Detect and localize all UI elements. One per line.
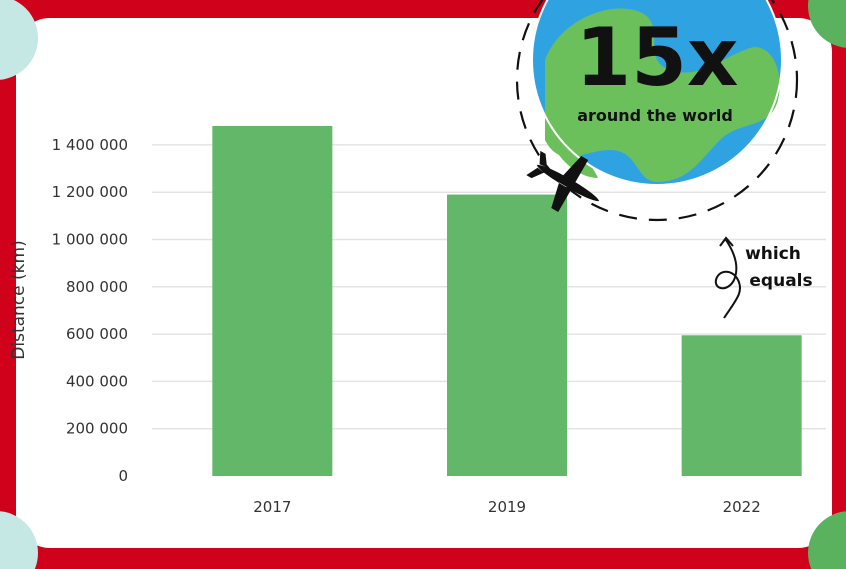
y-tick-label: 0 (118, 467, 128, 485)
globe-callout: 15x around the world (515, 0, 799, 222)
corner-bottom-right (808, 511, 846, 569)
which-equals-note: which equals (714, 236, 813, 319)
curly-arrow-icon (714, 236, 742, 319)
bar-2017 (212, 125, 333, 476)
y-axis-ticks: 0 200 000 400 000 600 000 800 000 1 000 000 1 … (52, 136, 128, 485)
y-tick-label: 400 000 (66, 372, 128, 390)
corner-bottom-left (0, 511, 38, 569)
bar-2022 (681, 335, 802, 476)
y-tick-label: 1 200 000 (52, 183, 128, 201)
globe-caption: around the world (577, 106, 733, 125)
y-axis-title: Distance (km) (9, 240, 29, 359)
y-tick-label: 200 000 (66, 420, 128, 438)
multiplier-text: 15x (576, 11, 739, 104)
dashed-orbit (515, 0, 799, 222)
x-axis-ticks: 2017 2019 2022 (253, 498, 761, 516)
y-tick-label: 1 400 000 (52, 136, 128, 154)
bar-2019 (447, 194, 567, 476)
note-line-1: which (745, 244, 801, 264)
y-tick-label: 800 000 (66, 278, 128, 296)
y-tick-label: 1 000 000 (52, 231, 128, 249)
y-tick-label: 600 000 (66, 325, 128, 343)
x-tick-label: 2017 (253, 498, 291, 516)
corner-top-left (0, 0, 38, 80)
x-tick-label: 2019 (488, 498, 526, 516)
airplane-icon (526, 150, 600, 212)
x-tick-label: 2022 (723, 498, 761, 516)
note-line-2: equals (749, 271, 812, 291)
bars (212, 125, 802, 476)
corner-top-right (808, 0, 846, 48)
globe-icon (531, 0, 783, 186)
